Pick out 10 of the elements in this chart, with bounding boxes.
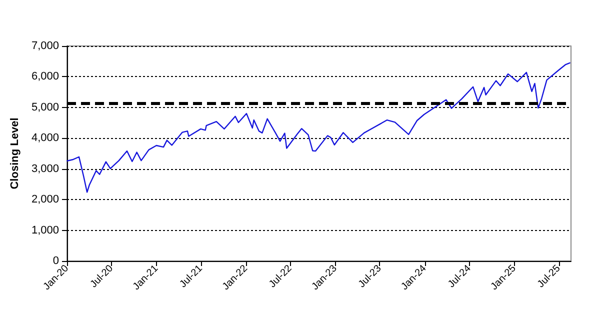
y-tick-label: 3,000 — [31, 162, 59, 175]
y-tick-label: 5,000 — [31, 101, 59, 114]
line-series — [66, 62, 570, 193]
y-tick-label: 2,000 — [31, 194, 59, 206]
y-tick-label: 0 — [52, 255, 59, 267]
y-tick-label: 7,000 — [31, 40, 59, 52]
y-tick-label: 6,000 — [31, 70, 59, 83]
y-tick-label: 4,000 — [31, 132, 59, 144]
y-axis-title: Closing Level — [9, 118, 22, 190]
y-tick-label: 1,000 — [31, 224, 59, 236]
